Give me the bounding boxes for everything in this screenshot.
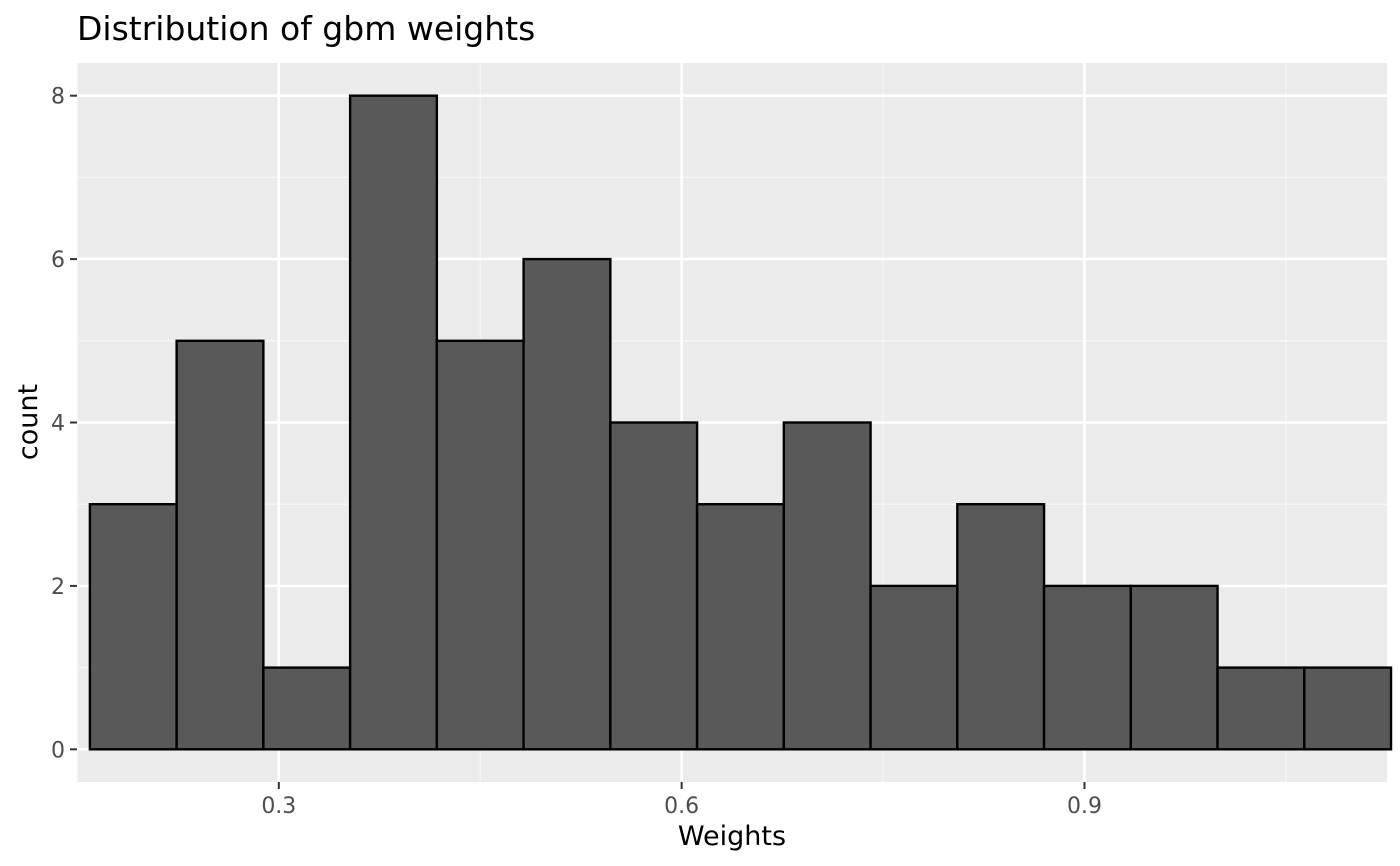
y-axis-title: count bbox=[13, 384, 44, 460]
histogram-bar-7 bbox=[695, 503, 786, 751]
x-axis: 0.3 0.6 0.9 bbox=[261, 782, 1102, 819]
x-tick-label-1: 0.6 bbox=[664, 794, 699, 819]
histogram-bars bbox=[88, 94, 1393, 751]
x-tick-label-2: 0.9 bbox=[1067, 794, 1102, 819]
x-axis-title: Weights bbox=[678, 821, 786, 852]
y-tick-label-3: 6 bbox=[51, 248, 65, 273]
histogram-bar-11 bbox=[1042, 584, 1133, 751]
y-tick-label-2: 4 bbox=[51, 412, 65, 437]
histogram-bar-13 bbox=[1216, 666, 1306, 751]
histogram-bar-10 bbox=[956, 503, 1046, 751]
histogram-bar-0 bbox=[88, 503, 178, 751]
histogram-bar-14 bbox=[1303, 666, 1393, 751]
histogram-bar-1 bbox=[175, 339, 265, 751]
y-tick-label-4: 8 bbox=[51, 85, 65, 110]
histogram-bar-9 bbox=[869, 584, 959, 751]
histogram-bar-12 bbox=[1129, 584, 1219, 751]
chart-title: Distribution of gbm weights bbox=[77, 9, 535, 48]
y-tick-label-0: 0 bbox=[51, 738, 65, 763]
histogram-bar-5 bbox=[522, 257, 612, 751]
y-tick-label-1: 2 bbox=[51, 575, 65, 600]
histogram-bar-8 bbox=[782, 421, 872, 751]
histogram-bar-6 bbox=[609, 421, 699, 751]
histogram-bar-4 bbox=[435, 339, 525, 751]
x-tick-label-0: 0.3 bbox=[261, 794, 296, 819]
histogram-bar-2 bbox=[262, 666, 352, 751]
y-axis: 0 2 4 6 8 bbox=[51, 85, 77, 763]
histogram-bar-3 bbox=[348, 94, 439, 751]
